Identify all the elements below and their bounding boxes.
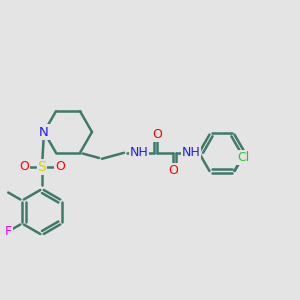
Text: S: S — [38, 160, 46, 174]
Text: O: O — [152, 128, 162, 141]
Text: F: F — [5, 225, 12, 238]
Text: NH: NH — [182, 146, 200, 159]
Text: N: N — [39, 125, 49, 139]
Text: O: O — [55, 160, 65, 173]
Text: NH: NH — [130, 146, 148, 159]
Text: Cl: Cl — [237, 151, 250, 164]
Text: O: O — [19, 160, 29, 173]
Text: O: O — [168, 164, 178, 177]
